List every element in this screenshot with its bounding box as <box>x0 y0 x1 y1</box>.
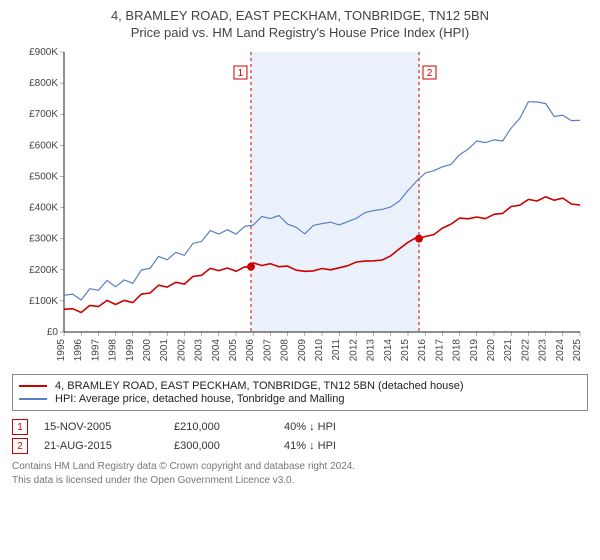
title-line-1: 4, BRAMLEY ROAD, EAST PECKHAM, TONBRIDGE… <box>12 8 588 23</box>
svg-text:1999: 1999 <box>125 339 136 362</box>
svg-text:2005: 2005 <box>228 339 239 362</box>
svg-text:2020: 2020 <box>486 339 497 362</box>
svg-text:2000: 2000 <box>142 339 153 362</box>
svg-text:2001: 2001 <box>159 339 170 362</box>
sale-hpi: 41% ↓ HPI <box>284 440 336 452</box>
sale-hpi: 40% ↓ HPI <box>284 421 336 433</box>
svg-text:2014: 2014 <box>383 339 394 362</box>
svg-text:2013: 2013 <box>366 339 377 362</box>
legend: 4, BRAMLEY ROAD, EAST PECKHAM, TONBRIDGE… <box>12 374 588 411</box>
svg-text:2019: 2019 <box>469 339 480 362</box>
svg-text:2022: 2022 <box>520 339 531 362</box>
sale-row: 1 15-NOV-2005£210,00040% ↓ HPI <box>12 419 588 435</box>
sale-price: £210,000 <box>174 421 284 433</box>
svg-text:2011: 2011 <box>331 339 342 361</box>
footer-line-1: Contains HM Land Registry data © Crown c… <box>12 460 588 474</box>
svg-text:£200K: £200K <box>29 265 58 276</box>
svg-text:2023: 2023 <box>538 339 549 362</box>
svg-text:£400K: £400K <box>29 203 58 214</box>
svg-text:2009: 2009 <box>297 339 308 362</box>
sale-date: 21-AUG-2015 <box>44 440 174 452</box>
svg-text:2010: 2010 <box>314 339 325 362</box>
svg-text:2002: 2002 <box>176 339 187 362</box>
svg-text:£800K: £800K <box>29 78 58 89</box>
svg-text:2004: 2004 <box>211 339 222 362</box>
svg-text:1997: 1997 <box>90 339 101 362</box>
legend-label: HPI: Average price, detached house, Tonb… <box>55 393 344 405</box>
legend-item: 4, BRAMLEY ROAD, EAST PECKHAM, TONBRIDGE… <box>19 380 581 392</box>
legend-swatch <box>19 398 47 400</box>
svg-text:2018: 2018 <box>452 339 463 362</box>
svg-text:£600K: £600K <box>29 140 58 151</box>
sale-row: 2 21-AUG-2015£300,00041% ↓ HPI <box>12 438 588 454</box>
svg-text:2025: 2025 <box>572 339 583 362</box>
svg-text:2003: 2003 <box>194 339 205 362</box>
svg-text:2024: 2024 <box>555 339 566 362</box>
svg-text:1996: 1996 <box>73 339 84 362</box>
svg-text:£0: £0 <box>47 327 59 338</box>
sale-marker: 1 <box>12 419 28 435</box>
svg-text:1998: 1998 <box>108 339 119 362</box>
svg-text:2015: 2015 <box>400 339 411 362</box>
sale-marker: 2 <box>12 438 28 454</box>
svg-text:2017: 2017 <box>434 339 445 362</box>
title-line-2: Price paid vs. HM Land Registry's House … <box>12 25 588 40</box>
svg-text:2: 2 <box>427 68 433 79</box>
svg-text:2016: 2016 <box>417 339 428 362</box>
legend-swatch <box>19 385 47 387</box>
svg-text:£700K: £700K <box>29 109 58 120</box>
svg-text:2007: 2007 <box>262 339 273 362</box>
footer-line-2: This data is licensed under the Open Gov… <box>12 474 588 488</box>
sales-table: 1 15-NOV-2005£210,00040% ↓ HPI 2 21-AUG-201… <box>12 419 588 454</box>
svg-text:2021: 2021 <box>503 339 514 362</box>
svg-text:2006: 2006 <box>245 339 256 362</box>
svg-text:2012: 2012 <box>348 339 359 362</box>
svg-text:£900K: £900K <box>29 47 58 58</box>
legend-item: HPI: Average price, detached house, Tonb… <box>19 393 581 405</box>
price-chart: £0 £100K £200K £300K £400K £500K £600K £700K £80… <box>12 46 588 366</box>
svg-text:1: 1 <box>238 68 244 79</box>
footer-attribution: Contains HM Land Registry data © Crown c… <box>12 460 588 487</box>
legend-label: 4, BRAMLEY ROAD, EAST PECKHAM, TONBRIDGE… <box>55 380 464 392</box>
sale-price: £300,000 <box>174 440 284 452</box>
sale-date: 15-NOV-2005 <box>44 421 174 433</box>
svg-text:£100K: £100K <box>29 296 58 307</box>
svg-text:£300K: £300K <box>29 234 58 245</box>
svg-text:£500K: £500K <box>29 171 58 182</box>
svg-text:1995: 1995 <box>56 339 67 362</box>
svg-text:2008: 2008 <box>280 339 291 362</box>
